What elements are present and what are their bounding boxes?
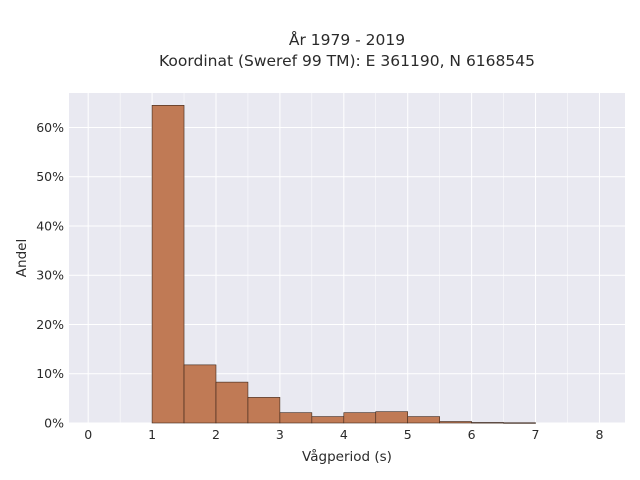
y-tick-label: 40% (36, 218, 64, 233)
histogram-bar (503, 422, 536, 424)
x-tick-label: 8 (595, 427, 603, 442)
histogram-bar (279, 412, 313, 424)
chart-title-line-2: Koordinat (Sweref 99 TM): E 361190, N 61… (159, 52, 535, 70)
y-tick-label: 50% (36, 169, 64, 184)
y-axis-label: Andel (14, 239, 30, 277)
histogram-bar (375, 411, 409, 424)
x-tick-label: 1 (148, 427, 156, 442)
y-tick-label: 30% (36, 268, 64, 283)
histogram-bar (247, 397, 281, 424)
x-axis-ticks: 0 1 2 3 4 5 6 7 8 (84, 427, 603, 442)
x-tick-label: 0 (84, 427, 92, 442)
y-tick-label: 10% (36, 366, 64, 381)
chart-title-line-1: År 1979 - 2019 (289, 30, 405, 49)
bars (151, 105, 536, 424)
histogram-bar (183, 364, 217, 424)
x-tick-label: 5 (404, 427, 412, 442)
histogram-bar (439, 421, 472, 424)
x-tick-label: 4 (340, 427, 348, 442)
y-tick-label: 20% (36, 317, 64, 332)
histogram-bar (151, 105, 185, 424)
histogram-bar (407, 416, 440, 424)
histogram-bar (215, 381, 249, 424)
x-tick-label: 3 (276, 427, 284, 442)
y-tick-label: 60% (36, 120, 64, 135)
y-tick-label: 0% (44, 416, 64, 431)
x-tick-label: 2 (212, 427, 220, 442)
x-tick-label: 6 (468, 427, 476, 442)
histogram-bar (471, 422, 504, 424)
x-axis-label: Vågperiod (s) (302, 448, 392, 465)
x-tick-label: 7 (532, 427, 540, 442)
histogram-bar (311, 416, 345, 424)
histogram-bar (343, 412, 377, 424)
y-axis-ticks: 0% 10% 20% 30% 40% 50% 60% (36, 120, 64, 431)
